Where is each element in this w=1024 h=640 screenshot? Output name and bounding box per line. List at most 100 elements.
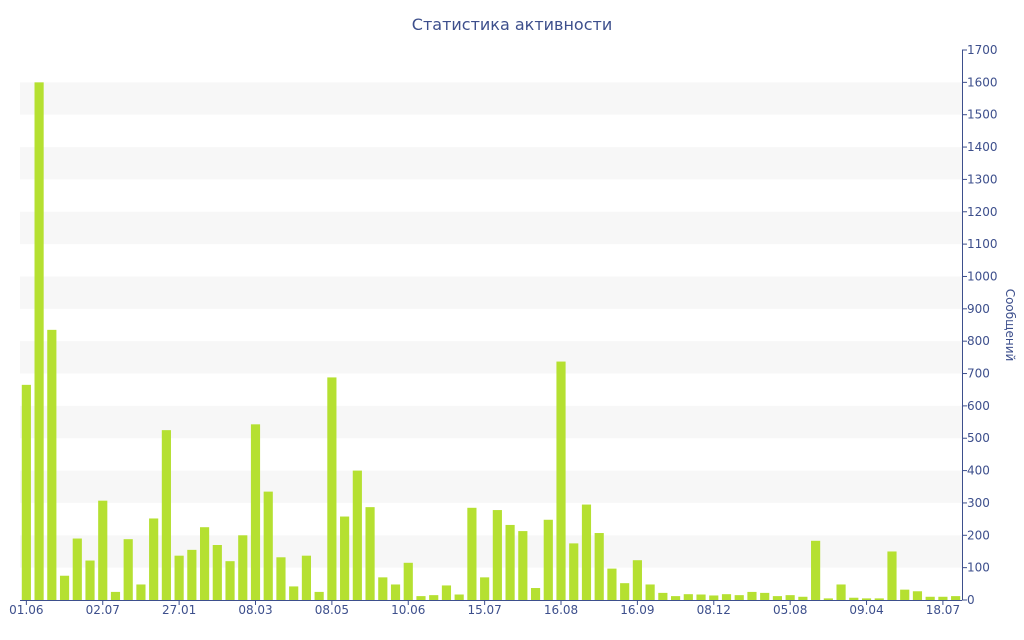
y-tick-label: 800: [967, 334, 990, 348]
bar: [887, 551, 897, 600]
bar: [505, 524, 515, 600]
bar: [467, 507, 477, 600]
x-tick-label: 08.12: [697, 603, 731, 617]
bar: [225, 561, 235, 600]
grid-band: [20, 276, 962, 309]
bar: [556, 361, 566, 600]
bar: [594, 533, 604, 600]
x-axis: 01.06 02.07 27.01 08.03 08.05 10.06 15.07 16.08…: [9, 600, 962, 617]
bar: [161, 430, 171, 600]
bar: [238, 535, 248, 600]
y-tick-label: 400: [967, 464, 990, 478]
bar: [760, 592, 770, 600]
y-tick-label: 1500: [967, 108, 998, 122]
bar: [632, 560, 642, 600]
x-tick-label: 09.04: [849, 603, 883, 617]
bar: [569, 543, 579, 600]
bar: [620, 583, 630, 600]
y-axis-title: Сообщений: [1003, 289, 1017, 362]
bar: [314, 591, 324, 600]
bar: [187, 549, 197, 600]
y-tick-label: 300: [967, 496, 990, 510]
bar: [47, 329, 57, 600]
bar: [416, 596, 426, 600]
bar: [289, 586, 299, 600]
bar: [340, 516, 350, 600]
x-tick-label: 27.01: [162, 603, 196, 617]
bar: [912, 591, 923, 600]
y-tick-label: 1300: [967, 172, 998, 186]
y-tick-label: 1400: [967, 140, 998, 154]
bar: [454, 594, 464, 600]
y-axis: 0 100 200 300 400 500 600 700 800 900 1000 1100 1200…: [962, 43, 998, 607]
bar: [110, 591, 121, 600]
bar: [900, 589, 910, 600]
bar: [123, 539, 133, 600]
bar: [925, 596, 935, 600]
bar: [378, 577, 388, 600]
x-tick-label: 18.07: [926, 603, 960, 617]
bar: [518, 531, 528, 600]
y-tick-label: 900: [967, 302, 990, 316]
x-tick-label: 10.06: [391, 603, 425, 617]
bar: [696, 594, 706, 600]
bar: [645, 584, 655, 600]
bar: [683, 594, 693, 600]
bar: [276, 557, 286, 600]
bar: [59, 575, 70, 600]
bar: [149, 518, 159, 600]
bar: [34, 82, 44, 600]
grid-band: [20, 341, 962, 374]
bar: [352, 470, 362, 600]
y-tick-label: 1000: [967, 269, 998, 283]
bar: [136, 584, 146, 600]
bar: [938, 596, 948, 600]
bar: [301, 555, 312, 600]
bar: [530, 588, 541, 600]
bar: [85, 560, 95, 600]
x-tick-label: 08.03: [238, 603, 272, 617]
chart-title: Статистика активности: [411, 15, 613, 34]
bar: [403, 562, 413, 600]
bar: [785, 595, 795, 600]
bar: [734, 595, 744, 600]
bar: [811, 540, 821, 600]
x-tick-label: 05.08: [773, 603, 807, 617]
bar: [747, 591, 757, 600]
y-tick-label: 100: [967, 561, 990, 575]
bar: [365, 507, 375, 600]
x-tick-label: 16.08: [544, 603, 578, 617]
y-tick-label: 1200: [967, 205, 998, 219]
y-tick-label: 200: [967, 528, 990, 542]
grid-band: [20, 535, 962, 568]
grid-band: [20, 147, 962, 180]
bar: [658, 592, 668, 600]
y-tick-label: 1100: [967, 237, 998, 251]
bar: [72, 538, 82, 600]
bar: [951, 596, 961, 600]
bar: [441, 585, 452, 600]
y-tick-label: 500: [967, 431, 990, 445]
bar: [772, 596, 783, 600]
bar: [429, 595, 439, 600]
bar: [250, 424, 261, 600]
bar: [98, 500, 108, 600]
bar: [543, 519, 553, 600]
bar: [849, 597, 859, 600]
x-tick-label: 15.07: [467, 603, 501, 617]
y-tick-label: 0: [967, 593, 975, 607]
bars: [21, 82, 961, 600]
grid-band: [20, 470, 962, 503]
grid-band: [20, 405, 962, 439]
bar: [721, 594, 732, 600]
bar: [836, 584, 846, 600]
bar: [212, 545, 222, 600]
x-tick-label: 01.06: [9, 603, 43, 617]
grid-bands: [20, 82, 962, 568]
bar: [823, 598, 833, 600]
bar: [390, 584, 401, 600]
grid-band: [20, 82, 962, 115]
y-tick-label: 1600: [967, 75, 998, 89]
x-tick-label: 02.07: [86, 603, 120, 617]
